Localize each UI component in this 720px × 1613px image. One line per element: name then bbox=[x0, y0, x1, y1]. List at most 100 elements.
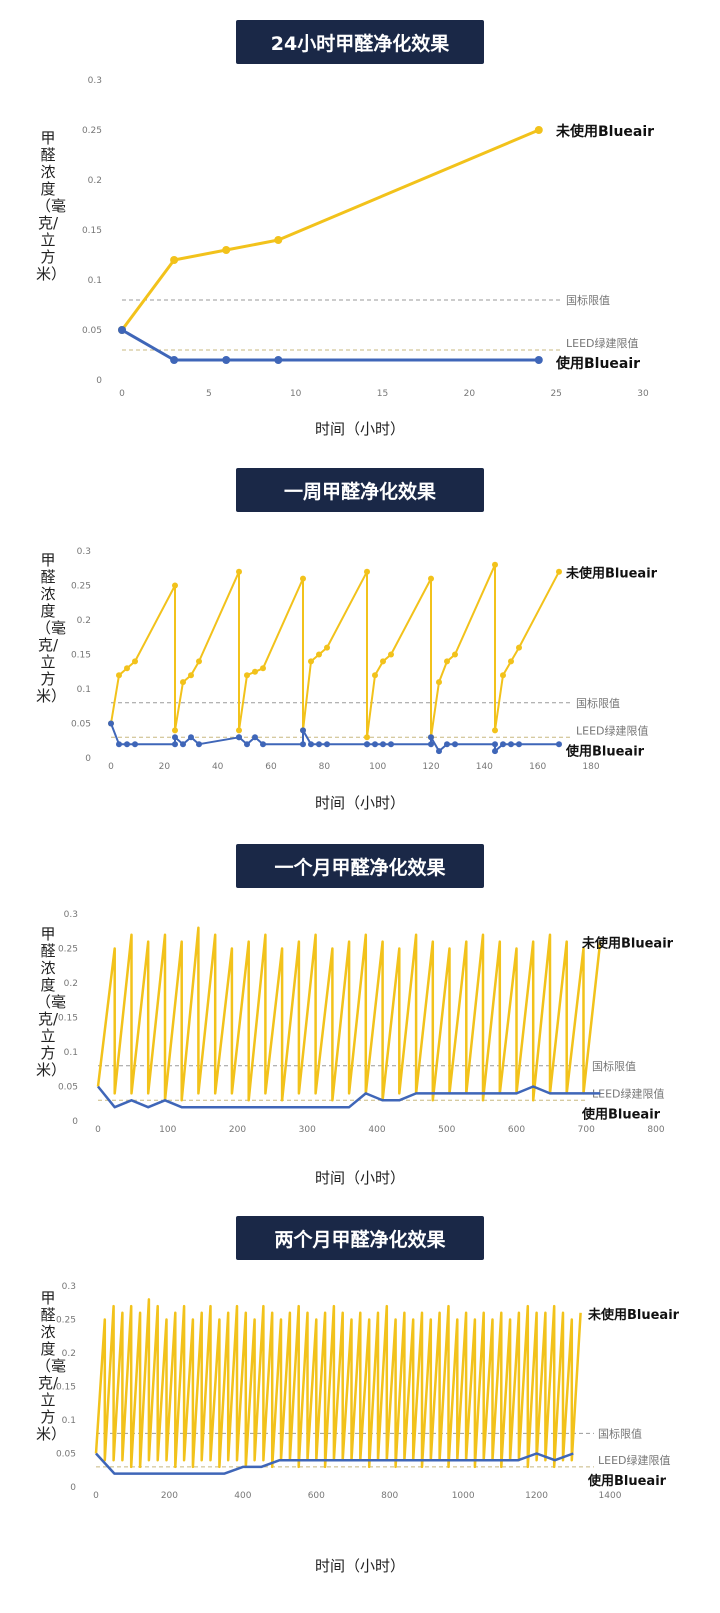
series-label-used: 使用Blueair bbox=[581, 1106, 661, 1122]
data-point bbox=[172, 734, 178, 741]
data-point bbox=[252, 734, 258, 741]
data-point bbox=[324, 644, 330, 651]
y-tick-label: 0.2 bbox=[88, 176, 102, 186]
y-axis-label: 甲醛浓度（毫克/立方米） bbox=[36, 1289, 67, 1443]
data-point bbox=[500, 672, 506, 679]
data-point bbox=[308, 658, 314, 665]
data-point bbox=[428, 575, 434, 582]
national-limit-label: 国标限值 bbox=[566, 293, 610, 307]
chart-title: 一个月甲醛净化效果 bbox=[236, 844, 484, 888]
data-point bbox=[428, 734, 434, 741]
series-line-used bbox=[121, 328, 539, 362]
x-tick-label: 700 bbox=[578, 1125, 595, 1135]
data-point bbox=[116, 672, 122, 679]
x-tick-label: 30 bbox=[637, 389, 649, 399]
x-tick-label: 20 bbox=[159, 762, 171, 772]
y-tick-label: 0.15 bbox=[58, 1014, 78, 1024]
x-tick-label: 200 bbox=[161, 1491, 178, 1501]
y-tick-label: 0.3 bbox=[77, 547, 91, 557]
national-limit-label: 国标限值 bbox=[576, 696, 620, 710]
y-axis-label: 甲醛浓度（毫克/立方米） bbox=[36, 551, 67, 705]
data-point bbox=[124, 741, 130, 748]
data-point bbox=[500, 741, 506, 748]
y-tick-label: 0.05 bbox=[58, 1083, 78, 1093]
data-point bbox=[260, 665, 266, 672]
data-point bbox=[516, 644, 522, 651]
x-tick-label: 160 bbox=[529, 762, 546, 772]
chart-week: 0 0.05 0.1 0.15 0.2 0.25 0.3 0 20 40 60 80 100 120 140… bbox=[71, 547, 658, 772]
y-axis-label: 甲醛浓度（毫克/立方米） bbox=[36, 925, 67, 1079]
chart-panel-month: 一个月甲醛净化效果 甲醛浓度（毫克/立方米） 0 0.05 0.1 0.15 0.2 0.… bbox=[0, 834, 720, 1214]
data-point bbox=[492, 561, 498, 568]
y-tick-label: 0.15 bbox=[82, 226, 102, 236]
y-tick-label: 0 bbox=[72, 1117, 78, 1127]
data-point bbox=[170, 356, 179, 364]
data-point bbox=[300, 575, 306, 582]
data-point bbox=[364, 568, 370, 575]
x-tick-label: 10 bbox=[290, 389, 302, 399]
data-point bbox=[124, 665, 130, 672]
leed-limit-label: LEED绿建限值 bbox=[592, 1086, 665, 1100]
x-tick-label: 1000 bbox=[452, 1491, 475, 1501]
chart-panel-24h: 24小时甲醛净化效果 甲醛浓度（毫克/立方米） 0 0.05 0.1 0.15 0.2 0… bbox=[0, 0, 720, 450]
data-point bbox=[508, 741, 514, 748]
chart-title: 两个月甲醛净化效果 bbox=[236, 1216, 484, 1260]
national-limit-label: 国标限值 bbox=[598, 1426, 642, 1440]
data-point bbox=[244, 672, 250, 679]
x-axis-label: 时间（小时） bbox=[314, 794, 405, 812]
data-point bbox=[172, 741, 178, 748]
data-point bbox=[380, 741, 386, 748]
data-point bbox=[316, 741, 322, 748]
x-tick-label: 15 bbox=[377, 389, 388, 399]
y-tick-label: 0.3 bbox=[64, 910, 78, 920]
data-point bbox=[252, 668, 258, 675]
x-tick-label: 200 bbox=[229, 1125, 246, 1135]
data-point bbox=[452, 741, 458, 748]
data-point bbox=[436, 679, 442, 686]
data-point bbox=[222, 356, 231, 364]
chart-title: 24小时甲醛净化效果 bbox=[236, 20, 484, 64]
x-tick-label: 100 bbox=[369, 762, 386, 772]
data-point bbox=[492, 748, 498, 755]
data-point bbox=[274, 236, 283, 244]
data-point bbox=[196, 658, 202, 665]
data-point bbox=[380, 658, 386, 665]
data-point bbox=[188, 734, 194, 741]
data-point bbox=[236, 727, 242, 734]
data-point bbox=[274, 356, 283, 364]
data-point bbox=[188, 672, 194, 679]
data-point bbox=[444, 741, 450, 748]
data-point bbox=[308, 741, 314, 748]
x-tick-label: 25 bbox=[550, 389, 561, 399]
leed-limit-label: LEED绿建限值 bbox=[598, 1453, 671, 1467]
data-point bbox=[244, 741, 250, 748]
series-label-unused: 未使用Blueair bbox=[556, 123, 654, 140]
series-label-unused: 未使用Blueair bbox=[587, 1307, 680, 1323]
data-point bbox=[172, 727, 178, 734]
y-tick-label: 0.05 bbox=[56, 1450, 76, 1460]
data-point bbox=[324, 741, 330, 748]
x-tick-label: 400 bbox=[368, 1125, 385, 1135]
x-tick-label: 1400 bbox=[599, 1491, 622, 1501]
data-point bbox=[108, 720, 114, 727]
series-line-unused bbox=[110, 563, 560, 739]
data-point bbox=[300, 741, 306, 748]
chart-panel-week: 一周甲醛净化效果 甲醛浓度（毫克/立方米） 0 0.05 0.1 0.15 0.2 0.2… bbox=[0, 452, 720, 832]
data-point bbox=[492, 727, 498, 734]
series-label-unused: 未使用Blueair bbox=[565, 566, 658, 582]
x-tick-label: 600 bbox=[308, 1491, 325, 1501]
leed-limit-label: LEED绿建限值 bbox=[576, 723, 649, 737]
y-tick-label: 0.15 bbox=[71, 651, 91, 661]
y-tick-label: 0.2 bbox=[64, 979, 78, 989]
y-tick-label: 0 bbox=[70, 1483, 76, 1493]
x-tick-label: 600 bbox=[508, 1125, 525, 1135]
y-tick-label: 0.25 bbox=[56, 1316, 76, 1326]
data-point bbox=[388, 741, 394, 748]
x-tick-label: 1200 bbox=[525, 1491, 548, 1501]
x-tick-label: 500 bbox=[438, 1125, 455, 1135]
chart-panel-two-months: 两个月甲醛净化效果 甲醛浓度（毫克/立方米） 0 0.05 0.1 0.15 0.2 0.… bbox=[0, 1210, 720, 1613]
series-line-unused bbox=[120, 128, 540, 331]
data-point bbox=[388, 651, 394, 658]
x-tick-label: 5 bbox=[206, 389, 212, 399]
x-tick-label: 120 bbox=[422, 762, 439, 772]
